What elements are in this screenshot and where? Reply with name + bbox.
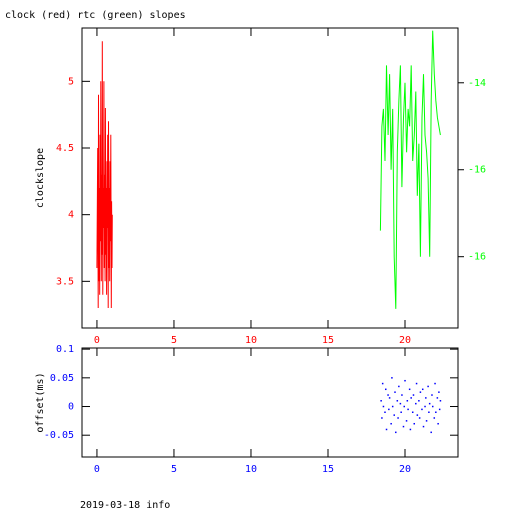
y-tick-label: 3.5	[56, 276, 74, 287]
x-tick-label: 10	[245, 335, 257, 346]
y-axis-label: clockslope	[35, 148, 46, 208]
scatter-point	[384, 411, 386, 414]
y-tick-label: -0.05	[44, 430, 74, 441]
scatter-point	[431, 405, 434, 408]
scatter-point	[394, 391, 396, 393]
scatter-point	[438, 408, 441, 411]
scatter-point	[407, 408, 409, 411]
scatter-point	[408, 388, 411, 391]
scatter-point	[424, 405, 426, 408]
scatter-point	[437, 422, 439, 425]
chart-title: clock (red) rtc (green) slopes	[5, 10, 186, 21]
scatter-point	[438, 391, 440, 393]
scatter-point	[381, 417, 383, 419]
y2-tick-label: -14	[468, 78, 486, 89]
scatter-point	[411, 411, 414, 414]
plot-frame	[81, 347, 459, 458]
scatter-point	[401, 394, 403, 396]
y-tick-label: 0	[68, 402, 74, 413]
scatter-point	[421, 388, 424, 391]
scatter-point	[380, 400, 382, 402]
scatter-point	[402, 425, 405, 428]
scatter-point	[404, 379, 406, 382]
scatter-point	[415, 402, 417, 405]
scatter-point	[381, 382, 384, 385]
scatter-point	[416, 414, 419, 416]
y-tick-label: 4.5	[56, 143, 74, 154]
y-axis-label: offset(ms)	[35, 372, 46, 432]
scatter-point	[415, 382, 418, 385]
y-tick-label: 0.1	[56, 344, 74, 355]
scatter-point	[433, 417, 436, 419]
scatter-point	[436, 397, 439, 399]
scatter-point	[391, 405, 394, 408]
series-line	[379, 30, 441, 309]
scatter-point	[425, 420, 428, 422]
scatter-point	[387, 394, 389, 396]
x-tick-label: 20	[399, 464, 411, 475]
x-tick-label: 20	[399, 335, 411, 346]
scatter-point	[430, 431, 432, 434]
x-tick-label: 15	[322, 335, 334, 346]
y-tick-label: 4	[68, 210, 74, 221]
scatter-point	[427, 385, 429, 388]
plot-frame	[81, 27, 459, 329]
scatter-point	[431, 394, 433, 396]
scatter-point	[393, 414, 395, 416]
scatter-point	[399, 402, 402, 405]
scatter-point	[388, 397, 391, 399]
scatter-point	[409, 428, 412, 431]
scatter-point	[425, 397, 427, 399]
x-tick-label: 5	[171, 464, 177, 475]
x-tick-label: 5	[171, 335, 177, 346]
scatter-point	[421, 408, 423, 411]
scatter-point	[382, 405, 385, 408]
scatter-point	[390, 422, 392, 425]
scatter-point	[400, 411, 402, 414]
series-line	[96, 41, 113, 309]
x-tick-label: 0	[94, 335, 100, 346]
scatter-point	[403, 405, 405, 408]
scatter-point	[406, 400, 409, 402]
scatter-point	[435, 411, 437, 414]
scatter-point	[385, 428, 388, 431]
scatter-point	[428, 411, 430, 414]
scatter-point	[422, 425, 425, 428]
scatter-point	[398, 385, 400, 388]
scatter-point	[419, 391, 422, 393]
scatter-point	[391, 377, 393, 379]
scatter-point	[428, 402, 431, 405]
scatter-point	[397, 417, 399, 419]
scatter-point	[388, 408, 390, 411]
footer: 2019-03-18 info	[80, 500, 170, 511]
scatter-point	[434, 382, 436, 385]
scatter-point	[418, 417, 421, 419]
scatter-point	[412, 394, 415, 396]
scatter-point	[418, 400, 420, 402]
scatter-point	[395, 431, 397, 434]
y2-tick-label: -16	[468, 252, 486, 263]
y-tick-label: 5	[68, 76, 74, 87]
scatter-point	[396, 400, 399, 402]
y2-tick-label: -16	[468, 165, 486, 176]
scatter-point	[439, 400, 442, 402]
scatter-point	[410, 397, 412, 399]
x-tick-label: 15	[322, 464, 334, 475]
scatter-point	[413, 422, 416, 425]
scatter-point	[385, 388, 387, 391]
y-tick-label: 0.05	[50, 373, 74, 384]
scatter-point	[405, 420, 408, 422]
x-tick-label: 10	[245, 464, 257, 475]
x-tick-label: 0	[94, 464, 100, 475]
